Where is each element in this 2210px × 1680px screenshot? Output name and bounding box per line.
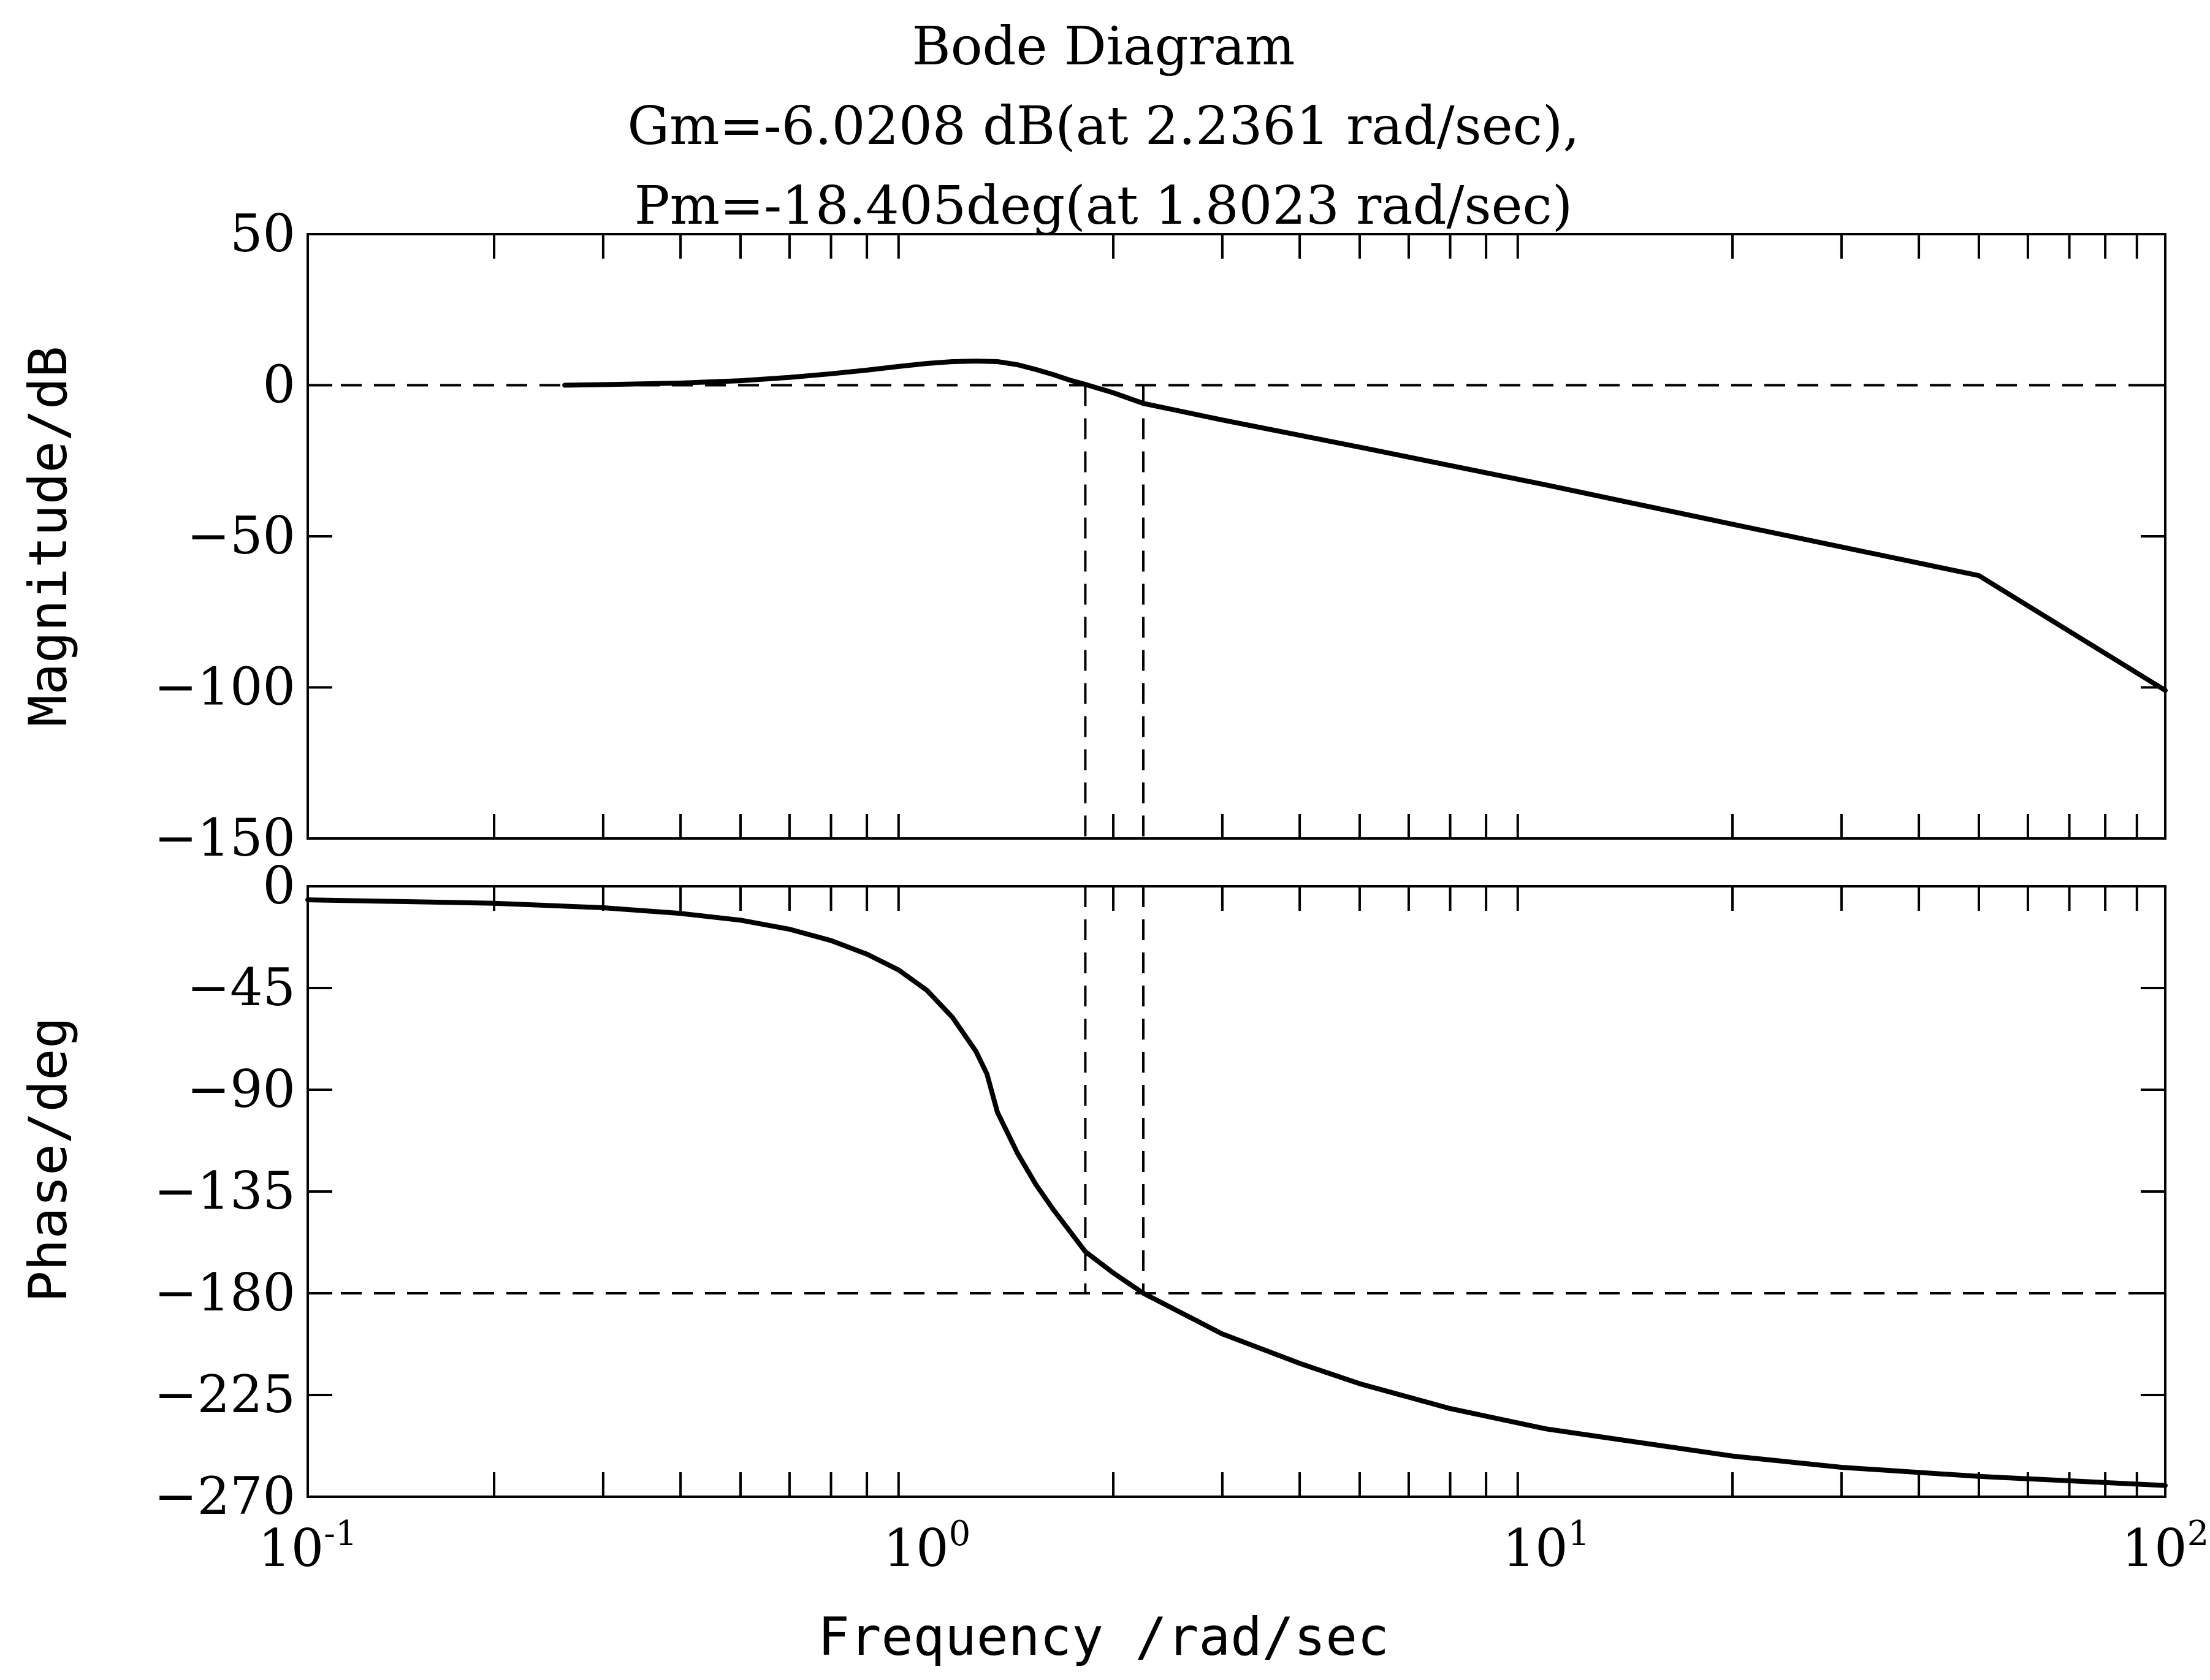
magnitude-curve — [562, 359, 2168, 693]
magnitude-ticks — [308, 233, 2165, 840]
y-tick-label: −225 — [154, 1364, 295, 1424]
x-tick-label: 101 — [1503, 1514, 1590, 1578]
x-tick-label-exponent: 0 — [949, 1514, 971, 1554]
y-tick-label: −100 — [154, 657, 295, 717]
x-tick-label-base: 10 — [883, 1518, 949, 1578]
x-tick-label: 10-1 — [258, 1514, 357, 1578]
x-tick-label: 102 — [2122, 1514, 2209, 1578]
phase-axes-frame — [307, 885, 2166, 1498]
x-tick-label-base: 10 — [2122, 1518, 2187, 1578]
y-tick-label: 0 — [263, 856, 295, 916]
y-tick-label: −150 — [154, 808, 295, 868]
phase-ticks — [308, 885, 2165, 1498]
phase-curve — [305, 897, 2168, 1488]
y-tick-label: −270 — [154, 1466, 295, 1526]
title-line-3: Pm=-18.405deg(at 1.8023 rad/sec) — [634, 175, 1573, 237]
magnitude-axes-frame — [307, 233, 2166, 840]
x-tick-label-base: 10 — [1503, 1518, 1568, 1578]
phase-y-axis-label: Phase/deg — [18, 1017, 79, 1302]
x-tick-label: 100 — [883, 1514, 971, 1578]
title-line-1: Bode Diagram — [912, 16, 1295, 77]
y-tick-label: −135 — [154, 1161, 295, 1221]
y-tick-label: −50 — [187, 506, 295, 566]
magnitude-y-tick-labels: 50 0 −50 −100 −150 — [154, 203, 295, 868]
x-tick-label-exponent: 1 — [1568, 1514, 1590, 1554]
magnitude-reference-lines — [308, 384, 2165, 838]
chart-title: Bode Diagram Gm=-6.0208 dB(at 2.2361 rad… — [627, 16, 1579, 237]
magnitude-y-axis-label: Magnitude/dB — [18, 346, 79, 726]
x-tick-labels: 10-1 100 101 102 — [258, 1514, 2209, 1578]
y-tick-label: 0 — [263, 355, 295, 415]
x-axis-label: Frequency /rad/sec — [818, 1606, 1389, 1668]
phase-reference-lines — [308, 886, 2165, 1294]
y-tick-label: −180 — [154, 1263, 295, 1323]
x-tick-label-base: 10 — [258, 1518, 324, 1578]
phase-y-tick-labels: 0 −45 −90 −135 −180 −225 −270 — [154, 856, 295, 1526]
magnitude-plot: 50 0 −50 −100 −150 Magnitude/dB — [18, 203, 2168, 868]
title-line-2: Gm=-6.0208 dB(at 2.2361 rad/sec), — [627, 96, 1579, 157]
y-tick-label: −45 — [187, 957, 295, 1017]
x-tick-label-exponent: -1 — [324, 1514, 357, 1554]
phase-plot: 0 −45 −90 −135 −180 −225 −270 Phase/deg — [18, 856, 2168, 1526]
y-tick-label: 50 — [230, 203, 295, 264]
y-tick-label: −90 — [187, 1059, 295, 1119]
x-tick-label-exponent: 2 — [2187, 1514, 2209, 1554]
